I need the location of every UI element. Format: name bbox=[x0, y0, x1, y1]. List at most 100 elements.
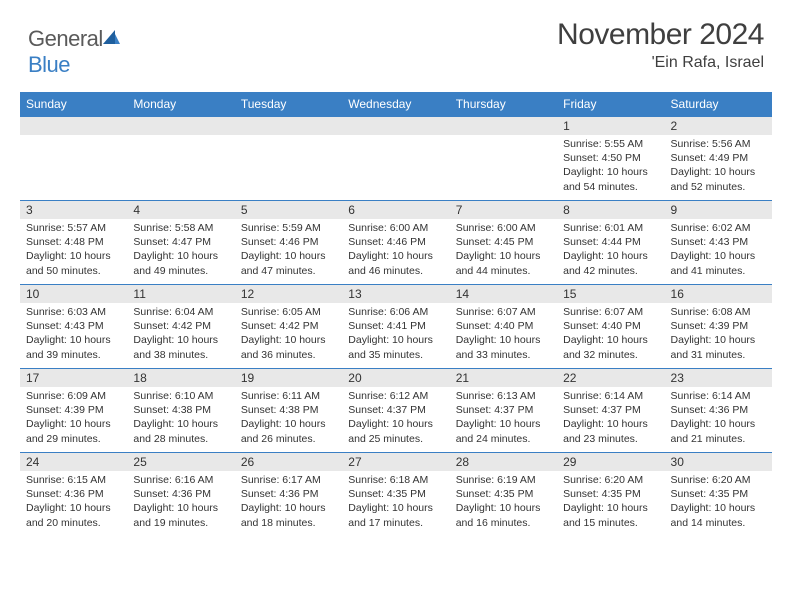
sunset-text: Sunset: 4:43 PM bbox=[671, 235, 766, 249]
daylight-text: Daylight: 10 hours and 54 minutes. bbox=[563, 165, 658, 193]
day-data: Sunrise: 6:16 AMSunset: 4:36 PMDaylight:… bbox=[127, 471, 234, 534]
sunset-text: Sunset: 4:38 PM bbox=[133, 403, 228, 417]
day-data: Sunrise: 6:07 AMSunset: 4:40 PMDaylight:… bbox=[557, 303, 664, 366]
day-number: 29 bbox=[557, 453, 664, 471]
sunrise-text: Sunrise: 6:07 AM bbox=[456, 305, 551, 319]
sunset-text: Sunset: 4:37 PM bbox=[563, 403, 658, 417]
day-cell: 22Sunrise: 6:14 AMSunset: 4:37 PMDayligh… bbox=[557, 369, 664, 453]
sunset-text: Sunset: 4:41 PM bbox=[348, 319, 443, 333]
day-cell: 8Sunrise: 6:01 AMSunset: 4:44 PMDaylight… bbox=[557, 201, 664, 285]
sunrise-text: Sunrise: 5:58 AM bbox=[133, 221, 228, 235]
sunset-text: Sunset: 4:36 PM bbox=[26, 487, 121, 501]
day-data: Sunrise: 6:13 AMSunset: 4:37 PMDaylight:… bbox=[450, 387, 557, 450]
sunrise-text: Sunrise: 6:13 AM bbox=[456, 389, 551, 403]
sunrise-text: Sunrise: 6:00 AM bbox=[456, 221, 551, 235]
day-number: 14 bbox=[450, 285, 557, 303]
daylight-text: Daylight: 10 hours and 35 minutes. bbox=[348, 333, 443, 361]
header: General Blue November 2024 'Ein Rafa, Is… bbox=[0, 0, 792, 84]
sunrise-text: Sunrise: 5:59 AM bbox=[241, 221, 336, 235]
day-cell bbox=[342, 117, 449, 201]
sunset-text: Sunset: 4:42 PM bbox=[133, 319, 228, 333]
daylight-text: Daylight: 10 hours and 50 minutes. bbox=[26, 249, 121, 277]
day-cell: 26Sunrise: 6:17 AMSunset: 4:36 PMDayligh… bbox=[235, 453, 342, 537]
day-number: 12 bbox=[235, 285, 342, 303]
week-row: 10Sunrise: 6:03 AMSunset: 4:43 PMDayligh… bbox=[20, 285, 772, 369]
day-data: Sunrise: 5:57 AMSunset: 4:48 PMDaylight:… bbox=[20, 219, 127, 282]
daylight-text: Daylight: 10 hours and 23 minutes. bbox=[563, 417, 658, 445]
brand-logo: General Blue bbox=[28, 18, 121, 78]
daylight-text: Daylight: 10 hours and 42 minutes. bbox=[563, 249, 658, 277]
sunset-text: Sunset: 4:44 PM bbox=[563, 235, 658, 249]
day-cell: 5Sunrise: 5:59 AMSunset: 4:46 PMDaylight… bbox=[235, 201, 342, 285]
month-title: November 2024 bbox=[557, 18, 764, 52]
sunrise-text: Sunrise: 6:12 AM bbox=[348, 389, 443, 403]
sunrise-text: Sunrise: 6:02 AM bbox=[671, 221, 766, 235]
day-number: 7 bbox=[450, 201, 557, 219]
week-row: 3Sunrise: 5:57 AMSunset: 4:48 PMDaylight… bbox=[20, 201, 772, 285]
dayhead-wed: Wednesday bbox=[342, 92, 449, 117]
daylight-text: Daylight: 10 hours and 31 minutes. bbox=[671, 333, 766, 361]
daylight-text: Daylight: 10 hours and 26 minutes. bbox=[241, 417, 336, 445]
sunset-text: Sunset: 4:48 PM bbox=[26, 235, 121, 249]
day-header-row: Sunday Monday Tuesday Wednesday Thursday… bbox=[20, 92, 772, 117]
sail-icon bbox=[101, 28, 121, 51]
sunrise-text: Sunrise: 6:17 AM bbox=[241, 473, 336, 487]
daylight-text: Daylight: 10 hours and 36 minutes. bbox=[241, 333, 336, 361]
day-cell: 23Sunrise: 6:14 AMSunset: 4:36 PMDayligh… bbox=[665, 369, 772, 453]
day-cell: 19Sunrise: 6:11 AMSunset: 4:38 PMDayligh… bbox=[235, 369, 342, 453]
day-number: 1 bbox=[557, 117, 664, 135]
week-row: 17Sunrise: 6:09 AMSunset: 4:39 PMDayligh… bbox=[20, 369, 772, 453]
day-number: 17 bbox=[20, 369, 127, 387]
daylight-text: Daylight: 10 hours and 29 minutes. bbox=[26, 417, 121, 445]
day-cell: 21Sunrise: 6:13 AMSunset: 4:37 PMDayligh… bbox=[450, 369, 557, 453]
day-cell: 3Sunrise: 5:57 AMSunset: 4:48 PMDaylight… bbox=[20, 201, 127, 285]
day-cell: 15Sunrise: 6:07 AMSunset: 4:40 PMDayligh… bbox=[557, 285, 664, 369]
sunset-text: Sunset: 4:40 PM bbox=[456, 319, 551, 333]
day-data: Sunrise: 6:11 AMSunset: 4:38 PMDaylight:… bbox=[235, 387, 342, 450]
daylight-text: Daylight: 10 hours and 32 minutes. bbox=[563, 333, 658, 361]
brand-name-2: Blue bbox=[28, 52, 70, 77]
day-number: 4 bbox=[127, 201, 234, 219]
sunrise-text: Sunrise: 6:14 AM bbox=[563, 389, 658, 403]
sunrise-text: Sunrise: 6:20 AM bbox=[563, 473, 658, 487]
day-data: Sunrise: 6:15 AMSunset: 4:36 PMDaylight:… bbox=[20, 471, 127, 534]
day-data: Sunrise: 6:14 AMSunset: 4:37 PMDaylight:… bbox=[557, 387, 664, 450]
sunrise-text: Sunrise: 6:19 AM bbox=[456, 473, 551, 487]
daylight-text: Daylight: 10 hours and 47 minutes. bbox=[241, 249, 336, 277]
day-cell: 30Sunrise: 6:20 AMSunset: 4:35 PMDayligh… bbox=[665, 453, 772, 537]
day-data: Sunrise: 5:55 AMSunset: 4:50 PMDaylight:… bbox=[557, 135, 664, 198]
day-data: Sunrise: 6:09 AMSunset: 4:39 PMDaylight:… bbox=[20, 387, 127, 450]
day-data: Sunrise: 6:12 AMSunset: 4:37 PMDaylight:… bbox=[342, 387, 449, 450]
sunrise-text: Sunrise: 6:00 AM bbox=[348, 221, 443, 235]
day-data: Sunrise: 6:19 AMSunset: 4:35 PMDaylight:… bbox=[450, 471, 557, 534]
day-cell: 25Sunrise: 6:16 AMSunset: 4:36 PMDayligh… bbox=[127, 453, 234, 537]
day-data: Sunrise: 6:01 AMSunset: 4:44 PMDaylight:… bbox=[557, 219, 664, 282]
sunrise-text: Sunrise: 5:55 AM bbox=[563, 137, 658, 151]
sunset-text: Sunset: 4:36 PM bbox=[241, 487, 336, 501]
day-cell: 24Sunrise: 6:15 AMSunset: 4:36 PMDayligh… bbox=[20, 453, 127, 537]
day-data: Sunrise: 6:00 AMSunset: 4:45 PMDaylight:… bbox=[450, 219, 557, 282]
day-number: 11 bbox=[127, 285, 234, 303]
daylight-text: Daylight: 10 hours and 21 minutes. bbox=[671, 417, 766, 445]
day-cell: 6Sunrise: 6:00 AMSunset: 4:46 PMDaylight… bbox=[342, 201, 449, 285]
sunrise-text: Sunrise: 6:03 AM bbox=[26, 305, 121, 319]
sunset-text: Sunset: 4:35 PM bbox=[671, 487, 766, 501]
dayhead-sun: Sunday bbox=[20, 92, 127, 117]
daylight-text: Daylight: 10 hours and 17 minutes. bbox=[348, 501, 443, 529]
sunset-text: Sunset: 4:45 PM bbox=[456, 235, 551, 249]
day-data: Sunrise: 6:20 AMSunset: 4:35 PMDaylight:… bbox=[557, 471, 664, 534]
sunrise-text: Sunrise: 6:14 AM bbox=[671, 389, 766, 403]
daylight-text: Daylight: 10 hours and 24 minutes. bbox=[456, 417, 551, 445]
daylight-text: Daylight: 10 hours and 28 minutes. bbox=[133, 417, 228, 445]
sunrise-text: Sunrise: 6:10 AM bbox=[133, 389, 228, 403]
day-number: 15 bbox=[557, 285, 664, 303]
day-number bbox=[127, 117, 234, 135]
sunrise-text: Sunrise: 6:16 AM bbox=[133, 473, 228, 487]
day-number: 9 bbox=[665, 201, 772, 219]
day-cell bbox=[20, 117, 127, 201]
sunrise-text: Sunrise: 6:05 AM bbox=[241, 305, 336, 319]
dayhead-fri: Friday bbox=[557, 92, 664, 117]
day-cell: 2Sunrise: 5:56 AMSunset: 4:49 PMDaylight… bbox=[665, 117, 772, 201]
sunset-text: Sunset: 4:39 PM bbox=[671, 319, 766, 333]
day-number: 28 bbox=[450, 453, 557, 471]
